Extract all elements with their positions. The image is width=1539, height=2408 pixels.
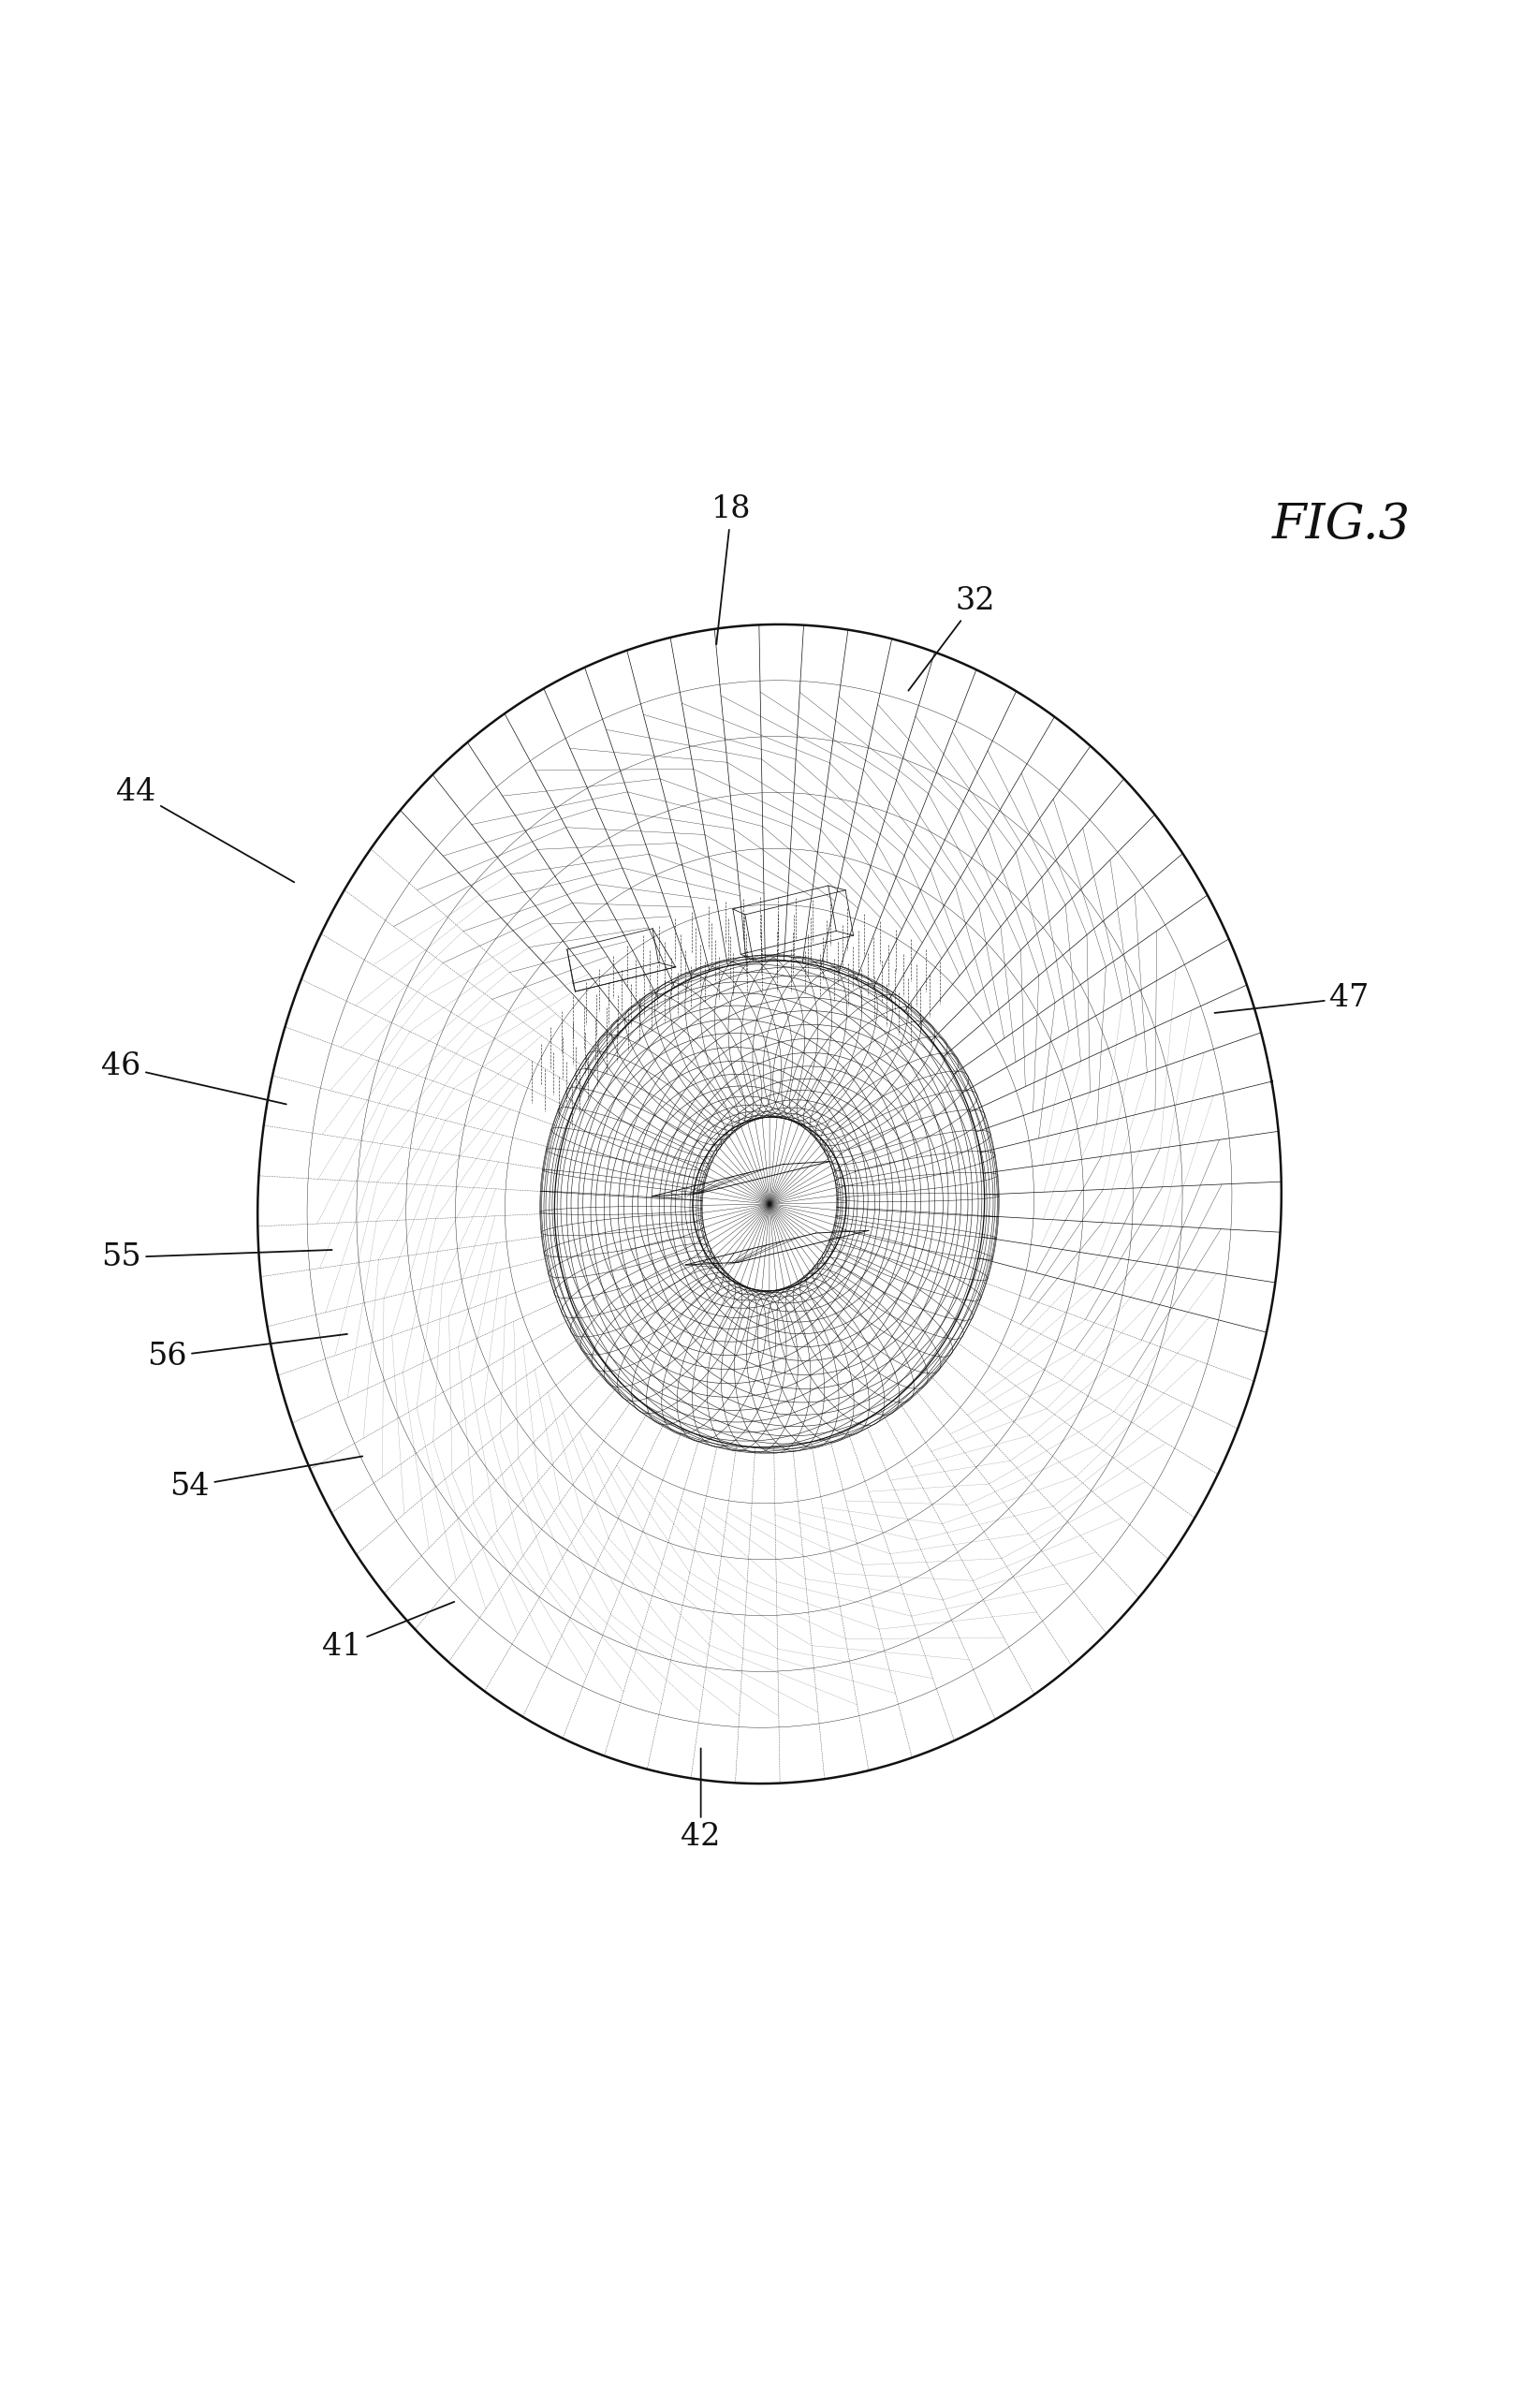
Text: 32: 32 — [908, 585, 996, 691]
Text: 55: 55 — [102, 1243, 332, 1271]
Text: 54: 54 — [169, 1457, 363, 1500]
Text: FIG.3: FIG.3 — [1273, 501, 1411, 549]
Text: 42: 42 — [680, 1748, 720, 1852]
Text: 46: 46 — [102, 1052, 286, 1105]
Text: 41: 41 — [322, 1601, 454, 1662]
Text: 44: 44 — [117, 778, 294, 881]
Text: 47: 47 — [1214, 982, 1370, 1014]
Text: 18: 18 — [711, 494, 751, 645]
Text: 56: 56 — [146, 1334, 348, 1373]
